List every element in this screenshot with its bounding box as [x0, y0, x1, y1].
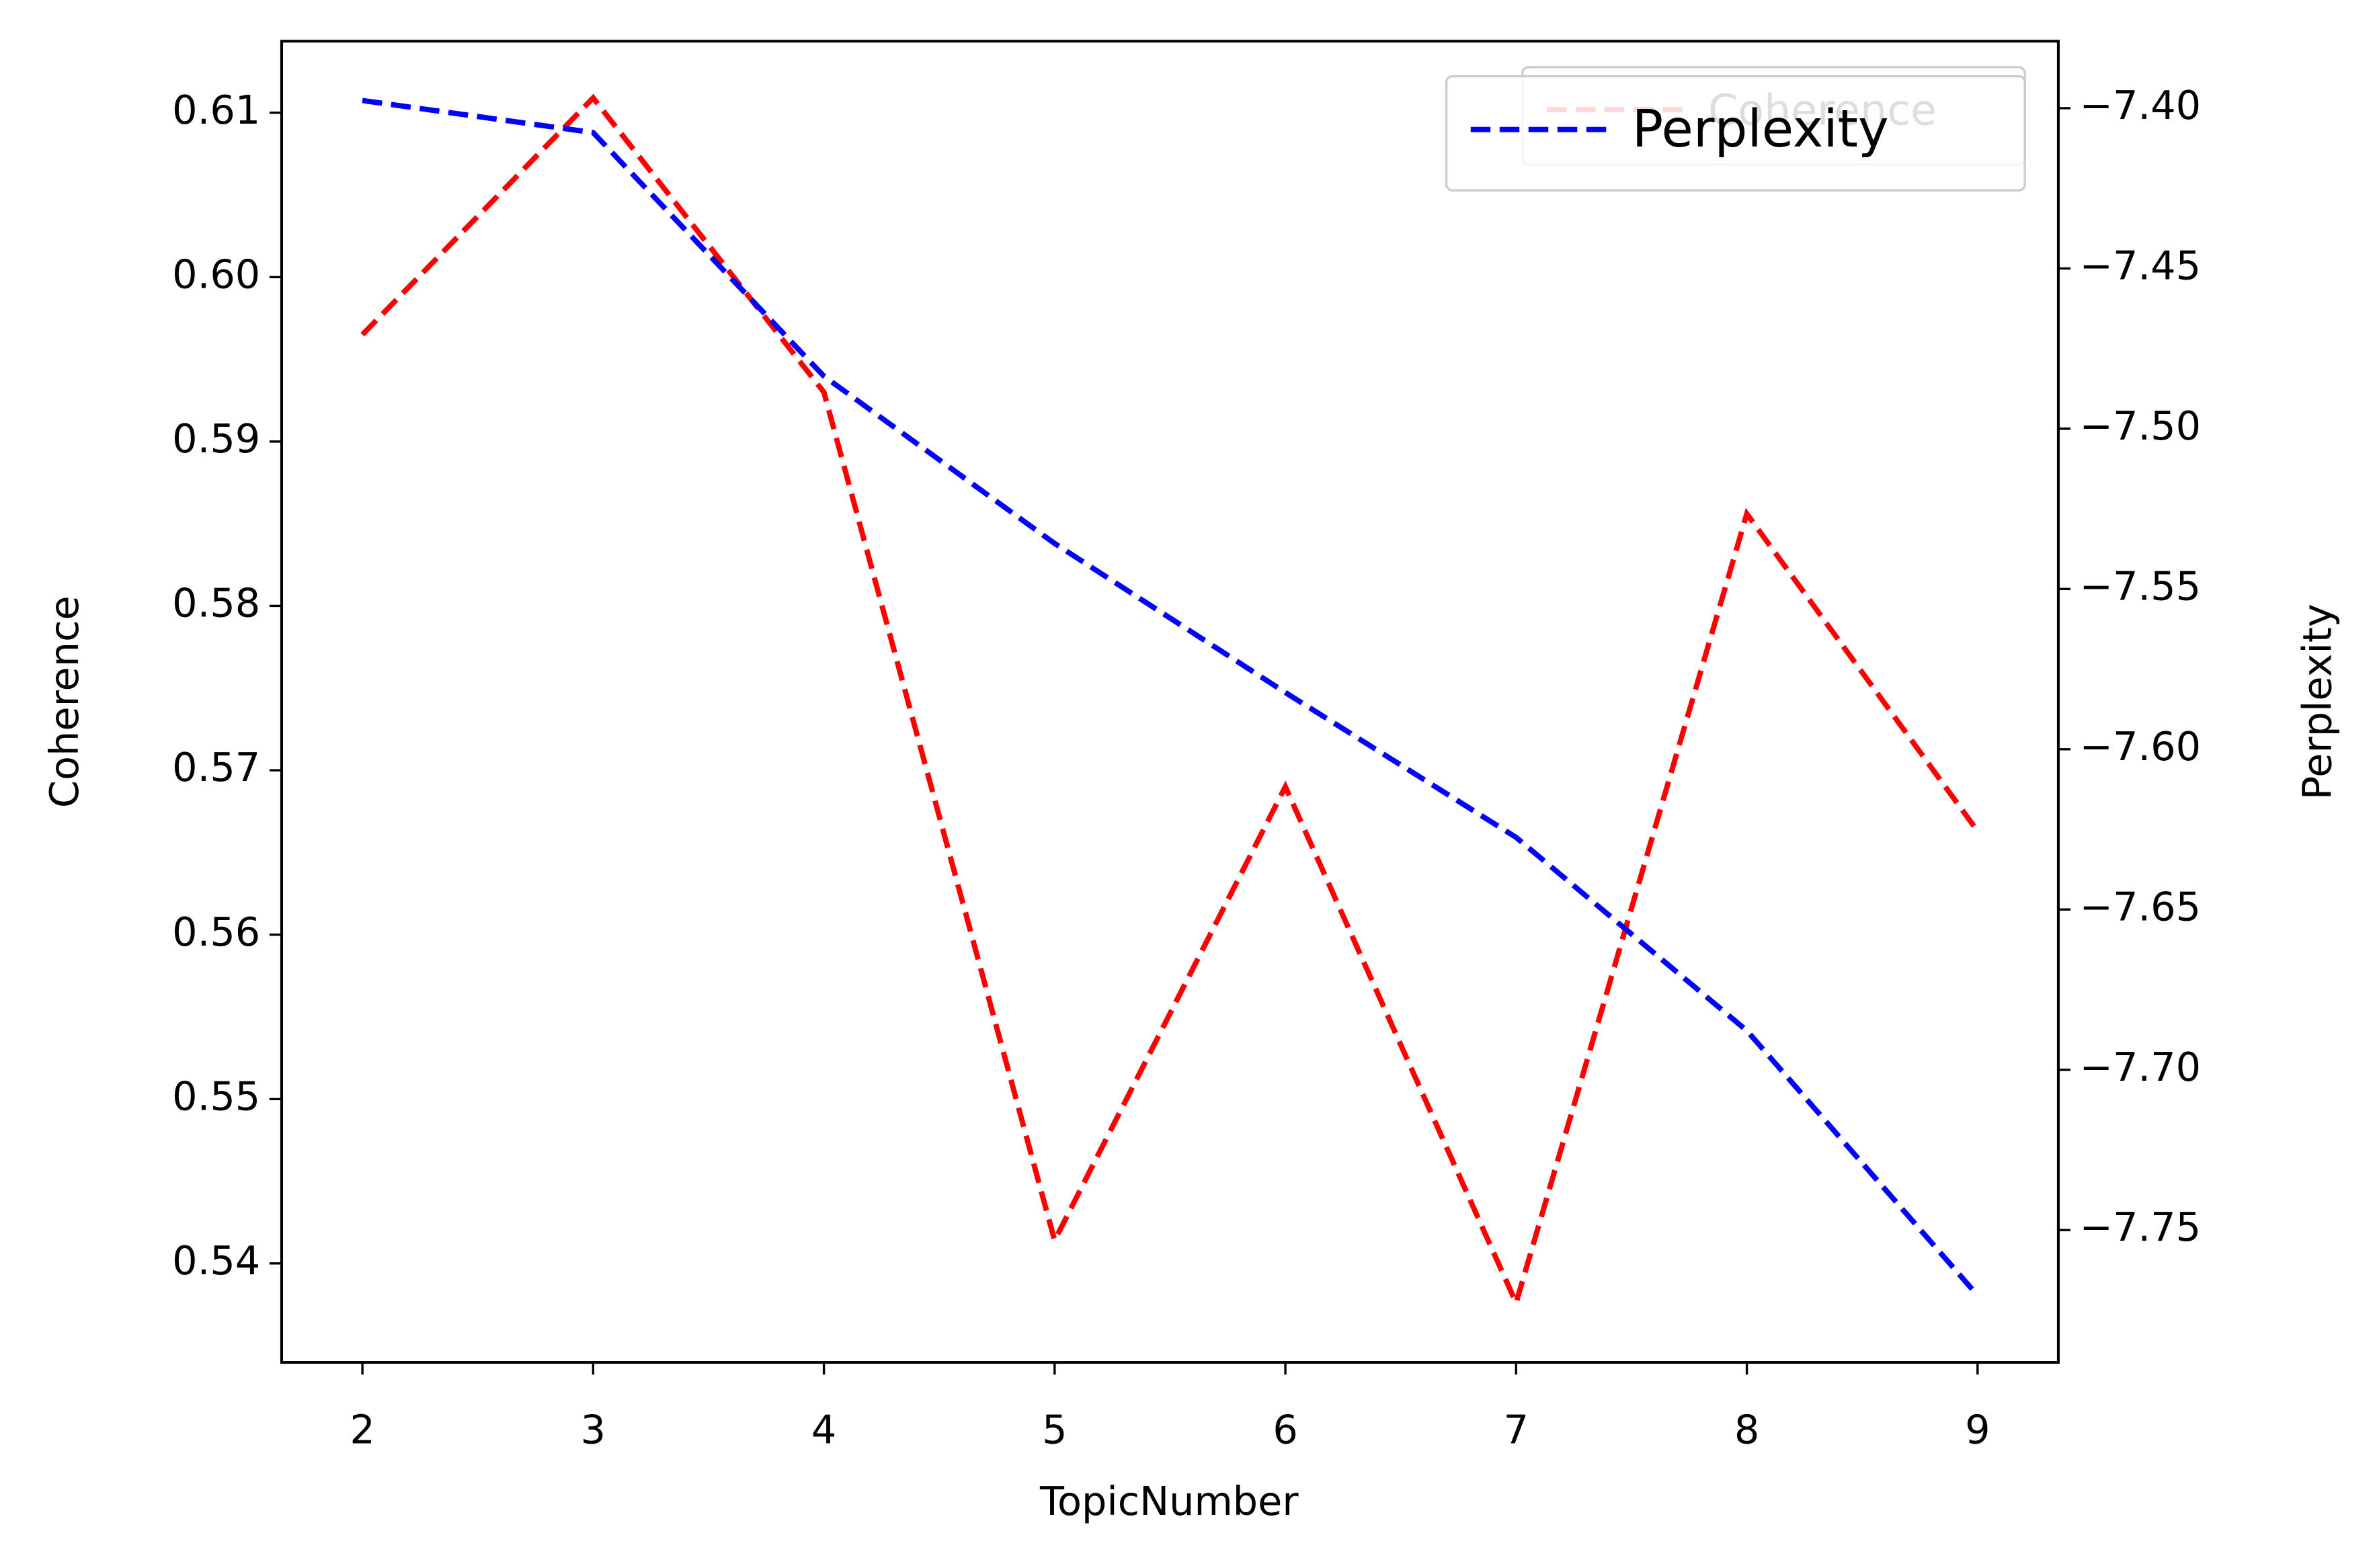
x-tick-label: 8 — [1734, 1406, 1759, 1452]
x-tick-label: 5 — [1042, 1406, 1067, 1452]
y2-tick-label: −7.60 — [2080, 723, 2201, 770]
line — [362, 97, 1980, 1298]
x-tick-label: 9 — [1965, 1406, 1990, 1452]
x-axis-label: TopicNumber — [1039, 1478, 1299, 1524]
legend-box — [1445, 75, 2026, 192]
y2-tick-label: −7.40 — [2080, 82, 2201, 128]
y2-tick-label: −7.50 — [2080, 403, 2201, 449]
y-axis-label: Coherence — [41, 595, 87, 808]
y-tick-label: 0.60 — [172, 251, 260, 297]
y2-tick-label: −7.70 — [2080, 1044, 2201, 1090]
x-tick-label: 7 — [1504, 1406, 1529, 1452]
y2-tick-label: −7.75 — [2080, 1204, 2201, 1250]
y-tick-label: 0.56 — [172, 909, 260, 955]
line — [360, 93, 1980, 1311]
legend-label: Perplexity — [1632, 99, 1889, 159]
y2-tick-label: −7.55 — [2080, 563, 2201, 609]
y-tick-label: 0.59 — [172, 415, 260, 462]
y-tick-label: 0.54 — [172, 1237, 260, 1284]
x-tick-label: 6 — [1273, 1406, 1297, 1452]
y-tick-label: 0.58 — [172, 580, 260, 626]
x-tick-label: 4 — [811, 1406, 836, 1452]
y-tick-label: 0.55 — [172, 1073, 260, 1119]
y2-tick-label: −7.45 — [2080, 243, 2201, 289]
plot-frame — [280, 40, 2060, 1364]
y-tick-label: 0.61 — [172, 87, 260, 133]
y2-tick-label: −7.65 — [2080, 883, 2201, 930]
y2-axis-label: Perplexity — [2294, 604, 2341, 800]
x-tick-label: 3 — [581, 1406, 606, 1452]
x-tick-label: 2 — [350, 1406, 374, 1452]
y-tick-label: 0.57 — [172, 744, 260, 790]
